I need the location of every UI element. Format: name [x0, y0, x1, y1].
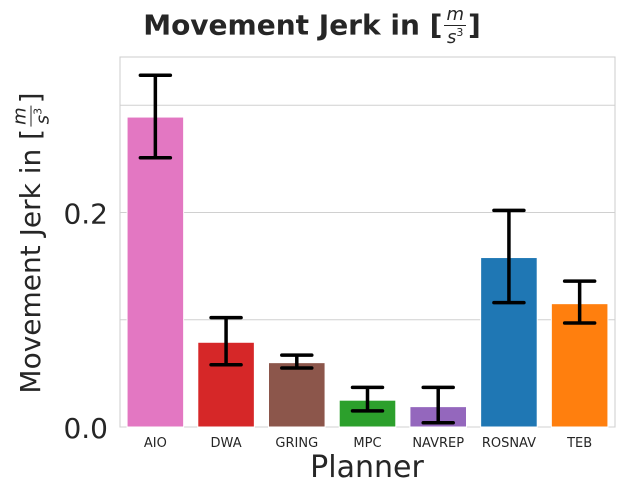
x-tick-label: TEB — [566, 436, 592, 451]
y-axis-label: Movement Jerk in [m s3] — [9, 92, 54, 394]
x-tick-label: DWA — [211, 436, 242, 451]
bar — [338, 399, 397, 428]
ylabel-suffix: ] — [14, 92, 47, 104]
bar — [268, 362, 326, 428]
ylabel-unit-numerator: m — [9, 105, 32, 127]
title-unit-fraction: m s3 — [444, 6, 466, 47]
y-tick-label: 0.2 — [63, 198, 108, 231]
title-unit-denominator: s — [447, 27, 457, 48]
chart-title: Movement Jerk in [m s3] — [0, 6, 624, 47]
bar — [126, 116, 185, 428]
y-tick-label: 0.0 — [63, 412, 108, 445]
title-unit-numerator: m — [444, 4, 466, 26]
plot-frame — [119, 56, 616, 428]
ylabel-unit-denominator: s — [32, 114, 54, 125]
x-axis-label: Planner — [310, 450, 424, 485]
ylabel-unit-exponent: 3 — [31, 107, 45, 115]
x-tick-label: AIO — [144, 436, 167, 451]
x-tick-label: MPC — [353, 436, 381, 451]
ylabel-text: Movement Jerk in [ — [14, 128, 47, 394]
title-suffix: ] — [468, 8, 481, 42]
ylabel-unit-fraction: m s3 — [9, 105, 54, 127]
title-text: Movement Jerk in [ — [143, 8, 443, 42]
title-unit-exponent: 3 — [456, 26, 464, 39]
x-tick-label: GRING — [275, 436, 318, 451]
x-tick-label: ROSNAV — [482, 436, 536, 451]
x-tick-label: NAVREP — [412, 436, 464, 451]
